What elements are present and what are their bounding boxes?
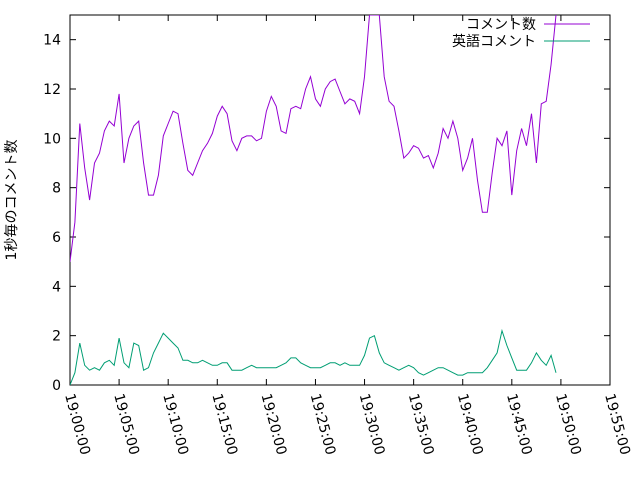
series-line-2 <box>70 328 557 385</box>
x-axis: 19:00:00 19:05:00 19:10:00 19:15:00 19:20:00… <box>61 15 633 457</box>
x-tick-label: 19:55:00 <box>601 392 633 457</box>
plot-frame <box>69 14 611 386</box>
x-tick-label: 19:10:00 <box>159 392 191 457</box>
y-tick-label: 8 <box>52 181 61 197</box>
x-tick-label: 19:40:00 <box>454 392 486 457</box>
x-tick-label: 19:20:00 <box>257 392 289 457</box>
y-tick-label: 10 <box>43 131 61 147</box>
y-tick-label: 12 <box>43 82 61 98</box>
series-line-1 <box>70 15 557 262</box>
y-tick-label: 2 <box>52 329 61 345</box>
x-tick-label: 19:35:00 <box>405 392 437 457</box>
y-axis: 0 2 4 6 8 10 12 14 <box>43 33 610 394</box>
y-tick-label: 4 <box>52 279 61 295</box>
y-tick-label: 14 <box>43 33 61 49</box>
series-layer <box>70 15 557 385</box>
y-axis-label: 1秒毎のコメント数 <box>4 140 20 261</box>
x-tick-label: 19:30:00 <box>356 392 388 457</box>
x-tick-label: 19:45:00 <box>503 392 535 457</box>
x-tick-label: 19:00:00 <box>61 392 93 457</box>
legend-label: コメント数 <box>466 17 536 33</box>
legend-label: 英語コメント <box>452 33 536 50</box>
y-tick-label: 0 <box>52 378 61 394</box>
x-tick-label: 19:50:00 <box>552 392 584 457</box>
x-tick-label: 19:15:00 <box>208 392 240 457</box>
x-tick-label: 19:25:00 <box>307 392 339 457</box>
y-tick-label: 6 <box>52 230 61 246</box>
x-tick-label: 19:05:00 <box>110 392 142 457</box>
